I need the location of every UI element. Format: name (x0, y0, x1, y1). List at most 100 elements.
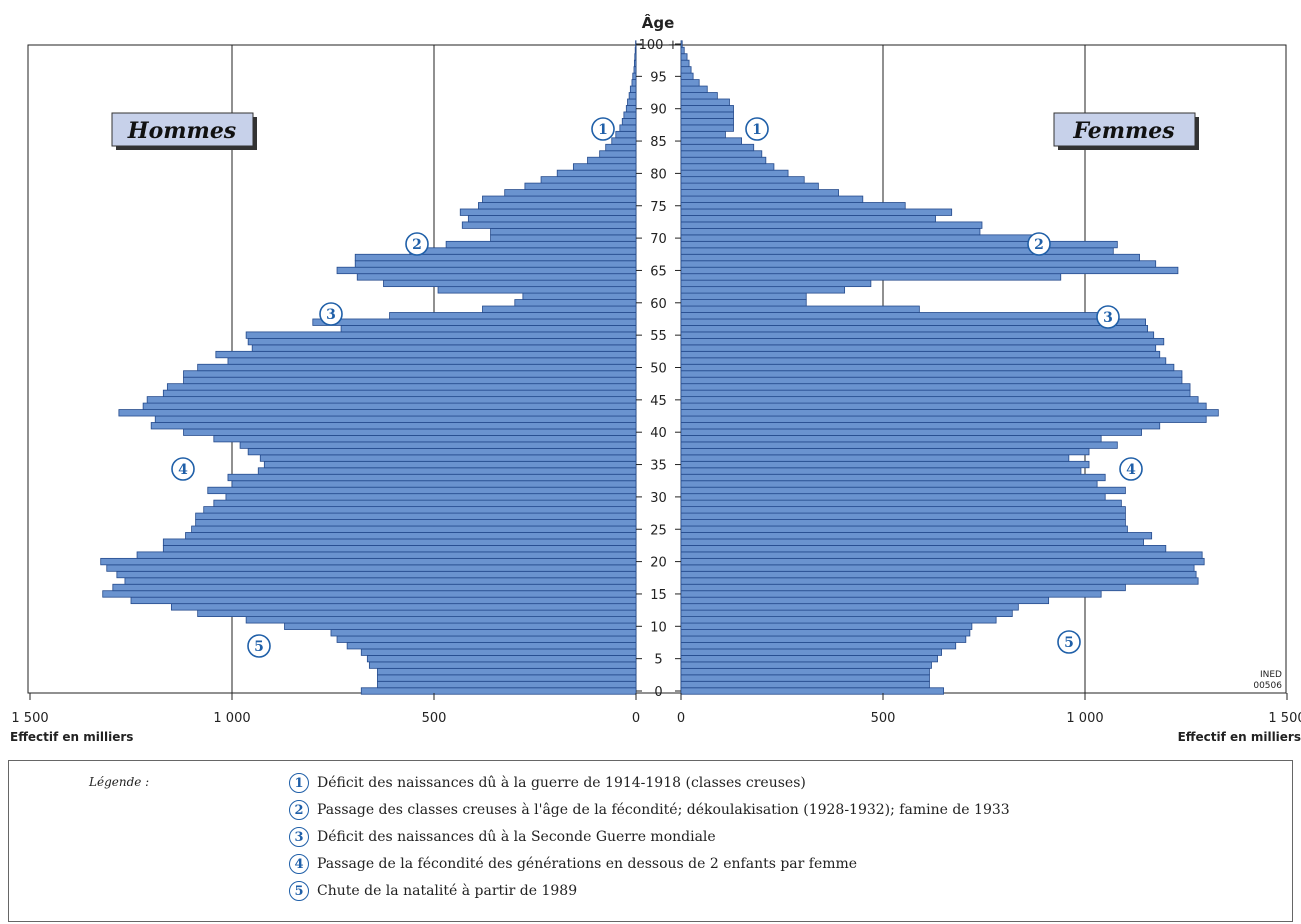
female-bar-age-5 (680, 655, 938, 663)
svg-text:3: 3 (326, 307, 336, 323)
female-bar-age-24 (680, 532, 1153, 540)
female-bar-age-87 (680, 124, 734, 132)
male-bar-age-24 (185, 532, 637, 540)
male-bar-age-76 (482, 195, 637, 203)
female-bar-age-10 (680, 622, 973, 630)
male-bar-age-0 (360, 687, 637, 695)
female-bar-age-67 (680, 253, 1140, 262)
female-bar-age-26 (680, 519, 1126, 527)
female-bar-age-19 (680, 564, 1195, 572)
female-bar-age-100 (680, 40, 683, 48)
x-unit-right: Effectif en milliers (1178, 730, 1301, 744)
female-bar-age-60 (680, 299, 807, 307)
male-bar-age-67 (354, 253, 637, 262)
hommes-label: Hommes (127, 118, 236, 144)
male-bar-age-59 (482, 305, 637, 313)
female-bar-age-69 (680, 240, 1118, 249)
population-pyramid-chart: Âge 051015202530354045505560657075808590… (10, 13, 1301, 744)
female-bar-age-17 (680, 577, 1199, 585)
male-bar-age-83 (599, 150, 637, 158)
female-bar-age-0 (680, 687, 945, 695)
female-bar-age-81 (680, 163, 775, 171)
legend-item-5: 5 Chute de la natalité à partir de 1989 (289, 879, 577, 903)
female-bar-age-27 (680, 512, 1126, 520)
female-bar-age-43 (680, 409, 1219, 417)
male-bar-age-30 (225, 493, 637, 501)
female-bar-age-77 (680, 189, 839, 197)
male-bar-age-52 (215, 350, 637, 359)
female-bar-age-51 (680, 357, 1167, 365)
female-bar-age-13 (680, 603, 1019, 611)
male-bar-age-13 (170, 603, 637, 611)
female-bar-age-57 (680, 318, 1147, 326)
female-bar-age-1 (680, 680, 930, 689)
male-bar-age-50 (197, 363, 637, 372)
female-bar-age-2 (680, 674, 930, 682)
female-bar-age-89 (680, 111, 734, 119)
x-tick-male-1500: 1 500 (11, 711, 48, 726)
male-bar-age-28 (203, 506, 637, 514)
age-tick-30: 30 (650, 491, 667, 506)
marker-5-female: 5 (1057, 630, 1081, 654)
male-bar-age-78 (524, 182, 637, 190)
x-unit-left: Effectif en milliers (10, 730, 133, 744)
female-bar-age-85 (680, 137, 742, 145)
male-bar-age-88 (621, 118, 637, 126)
male-bar-age-39 (213, 435, 637, 443)
male-bar-age-45 (146, 396, 637, 404)
male-bar-age-68 (409, 247, 637, 255)
female-bar-age-86 (680, 130, 726, 139)
female-bar-age-59 (680, 305, 920, 313)
male-bar-age-37 (247, 447, 637, 456)
male-bar-age-73 (467, 215, 637, 223)
marker-4-male: 4 (171, 457, 195, 481)
male-bar-age-89 (623, 111, 637, 119)
male-bar-age-19 (106, 564, 637, 572)
female-bar-age-31 (680, 486, 1126, 495)
female-bar-age-49 (680, 370, 1183, 378)
female-bar-age-35 (680, 460, 1090, 469)
male-bar-age-98 (634, 53, 637, 61)
legend-text-5: Chute de la natalité à partir de 1989 (317, 883, 578, 899)
legend-item-4: 4 Passage de la fécondité des générations… (289, 852, 857, 876)
female-bar-age-14 (680, 596, 1050, 605)
female-bar-age-84 (680, 143, 755, 152)
female-bar-age-22 (680, 545, 1167, 553)
age-tick-50: 50 (650, 362, 667, 377)
male-bar-age-79 (540, 176, 637, 184)
male-bar-age-62 (437, 286, 637, 294)
female-bar-age-33 (680, 473, 1106, 482)
female-bar-age-34 (680, 467, 1082, 475)
male-bar-age-10 (284, 622, 637, 630)
female-bar-age-99 (680, 46, 685, 55)
male-bar-age-75 (478, 202, 637, 210)
male-bar-age-92 (628, 92, 637, 100)
age-tick-95: 95 (650, 70, 667, 85)
marker-1-male: 1 (591, 117, 615, 141)
male-bar-age-64 (356, 273, 637, 281)
x-axis-ticks: 1 500 1 000 500 0 0 500 1 000 1 500 (11, 693, 1301, 726)
marker-3-female: 3 (1096, 305, 1120, 329)
male-bar-age-6 (360, 648, 637, 656)
legend-number-2: 2 (289, 800, 309, 820)
male-bar-age-71 (490, 227, 637, 236)
female-bar-age-54 (680, 337, 1165, 346)
female-bar-age-15 (680, 590, 1102, 598)
age-tick-70: 70 (650, 232, 667, 247)
female-bar-age-92 (680, 92, 718, 100)
male-bars (100, 40, 637, 695)
male-bar-age-3 (377, 667, 637, 676)
svg-text:2: 2 (1034, 237, 1044, 253)
female-bar-age-4 (680, 661, 932, 669)
male-bar-age-15 (102, 590, 637, 598)
age-tick-5: 5 (654, 653, 662, 668)
female-bar-age-95 (680, 72, 694, 80)
male-bar-age-86 (615, 130, 637, 139)
source-tag-line1: INED (1260, 670, 1282, 680)
x-tick-female-500: 500 (871, 711, 896, 726)
female-bar-age-28 (680, 506, 1126, 514)
female-bar-age-64 (680, 273, 1062, 281)
male-bar-age-55 (245, 331, 637, 339)
female-bar-age-70 (680, 234, 1037, 242)
female-bar-age-3 (680, 667, 930, 676)
